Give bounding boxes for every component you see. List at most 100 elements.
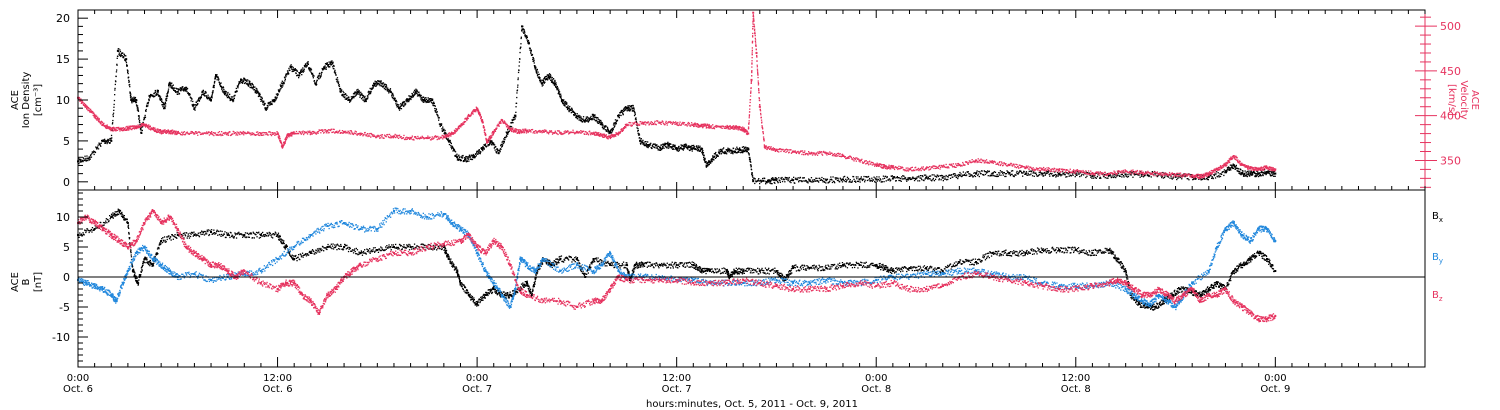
top-series-velocity-point bbox=[359, 132, 362, 135]
bottom-series-bz-point bbox=[775, 285, 778, 287]
bottom-series-bz bbox=[77, 209, 1277, 323]
top-left-label-line-3: [cm⁻³] bbox=[33, 84, 44, 116]
top-series-density-point bbox=[659, 146, 661, 149]
bottom-series-bx-point bbox=[692, 264, 695, 266]
bottom-series-bz-point bbox=[609, 288, 612, 290]
bottom-series-by-point bbox=[1124, 288, 1127, 290]
top-series-density-point bbox=[273, 99, 276, 101]
bottom-series-bx-point bbox=[151, 264, 154, 266]
top-series-density-point bbox=[1174, 175, 1177, 178]
top-left-tick-label: 0 bbox=[63, 176, 70, 189]
bottom-series-by-point bbox=[126, 270, 129, 272]
bottom-left-label-line-2: B bbox=[21, 278, 32, 285]
top-series-density-point bbox=[373, 82, 375, 85]
bottom-series-bz-point bbox=[201, 258, 204, 260]
bottom-series-by-point bbox=[110, 294, 113, 296]
bottom-series-bz-point bbox=[842, 285, 844, 287]
bottom-series-bz-point bbox=[792, 288, 795, 290]
bottom-series-by-point bbox=[393, 210, 395, 212]
bottom-series-bx-point bbox=[309, 252, 312, 254]
bottom-series-bz-point bbox=[1149, 294, 1152, 296]
top-series-velocity-point bbox=[625, 123, 628, 126]
bottom-series-by-point bbox=[1224, 228, 1227, 230]
bottom-series-bz-point bbox=[625, 279, 628, 281]
top-left-label-line-1: ACE bbox=[10, 90, 21, 110]
top-series-velocity-point bbox=[517, 130, 520, 133]
top-series-velocity-point bbox=[176, 131, 179, 134]
bottom-series-bx-point bbox=[226, 234, 229, 236]
top-series-density-point bbox=[639, 139, 642, 142]
bottom-series-bx-point bbox=[1274, 270, 1277, 272]
bottom-series-bz-point bbox=[758, 282, 761, 284]
bottom-series-by-point bbox=[575, 264, 578, 266]
top-series-density-point bbox=[248, 82, 251, 85]
bottom-panel-data bbox=[77, 207, 1277, 323]
bottom-series-by-point bbox=[808, 282, 811, 284]
top-right-tick-label: 450 bbox=[1440, 65, 1461, 78]
top-series-density-point bbox=[289, 66, 292, 69]
top-series-density-point bbox=[592, 115, 595, 118]
top-series-velocity-point bbox=[609, 136, 612, 139]
top-series-velocity-point bbox=[1274, 168, 1277, 171]
top-series-density-point bbox=[298, 74, 301, 77]
bottom-series-bz-point bbox=[1166, 294, 1169, 296]
top-left-tick-label: 15 bbox=[56, 53, 70, 66]
x-tick-date-label: Oct. 8 bbox=[861, 384, 891, 395]
top-series-velocity-point bbox=[1199, 175, 1202, 178]
bottom-left-tick-label: 0 bbox=[63, 271, 70, 284]
bottom-series-bx-point bbox=[742, 270, 745, 272]
bottom-series-bz-point bbox=[1216, 294, 1219, 296]
bottom-series-bz-point bbox=[675, 279, 678, 281]
bottom-series-bx-point bbox=[592, 258, 595, 260]
bottom-series-bz-point bbox=[1232, 300, 1235, 302]
bottom-series-by-point bbox=[792, 282, 795, 284]
top-series-density-point bbox=[148, 94, 151, 97]
x-tick-time-label: 12:00 bbox=[263, 373, 292, 384]
bottom-series-bx-point bbox=[1249, 258, 1252, 260]
top-series-density-point bbox=[306, 62, 309, 65]
top-series-density-point bbox=[1091, 175, 1094, 178]
bottom-series-bz-point bbox=[185, 246, 188, 248]
bottom-series-bz-point bbox=[1191, 288, 1194, 290]
bottom-series-by-point bbox=[609, 252, 612, 254]
bottom-series-bx-point bbox=[1116, 258, 1119, 260]
top-series-velocity-point bbox=[492, 130, 495, 133]
bottom-series-by-point bbox=[534, 270, 537, 272]
bottom-series-bx-point bbox=[456, 270, 459, 272]
top-series-velocity-point bbox=[675, 122, 678, 125]
top-series-velocity-point bbox=[286, 134, 289, 137]
bottom-series-bx-point bbox=[442, 246, 445, 248]
top-series-velocity-point bbox=[991, 161, 994, 164]
top-series-density-point bbox=[339, 90, 342, 93]
top-series-density-point bbox=[842, 178, 844, 181]
bottom-series-bx-point bbox=[1207, 288, 1210, 290]
bottom-left-tick-label: -5 bbox=[59, 301, 70, 314]
bottom-series-bz-point bbox=[1174, 300, 1177, 302]
bottom-series-bx-point bbox=[609, 264, 612, 266]
top-series-velocity-point bbox=[135, 126, 138, 129]
top-series-density-point bbox=[730, 149, 733, 152]
bottom-series-bz-point bbox=[93, 222, 96, 224]
bottom-series-bz-point bbox=[642, 279, 645, 281]
top-right-y-axis: 350 400 450 500 bbox=[1415, 10, 1461, 190]
x-tick-time-label: 12:00 bbox=[1061, 373, 1090, 384]
bottom-series-bz-point bbox=[160, 222, 163, 224]
bottom-series-by-point bbox=[409, 210, 412, 212]
top-series-density-point bbox=[176, 90, 179, 93]
bottom-series-bz-point bbox=[925, 288, 928, 290]
x-tick-date-label: Oct. 6 bbox=[63, 384, 93, 395]
x-tick-date-label: Oct. 9 bbox=[1260, 384, 1290, 395]
bottom-series-bx-point bbox=[708, 270, 711, 272]
top-series-velocity-point bbox=[1216, 168, 1219, 171]
bottom-series-bz-point bbox=[293, 282, 296, 284]
bottom-left-tick-label: 5 bbox=[63, 241, 70, 254]
bottom-left-label-line-1: ACE bbox=[10, 272, 21, 292]
bottom-series-bx-point bbox=[1091, 252, 1094, 254]
top-series-density-point bbox=[364, 99, 367, 101]
x-tick-date-label: Oct. 8 bbox=[1061, 384, 1091, 395]
bottom-series-bz-point bbox=[1207, 294, 1210, 296]
bottom-series-bx-point bbox=[975, 261, 977, 263]
top-series-velocity-point bbox=[126, 127, 129, 130]
top-left-label-line-2: Ion Density bbox=[21, 72, 32, 129]
bottom-series-bx-point bbox=[484, 294, 487, 296]
